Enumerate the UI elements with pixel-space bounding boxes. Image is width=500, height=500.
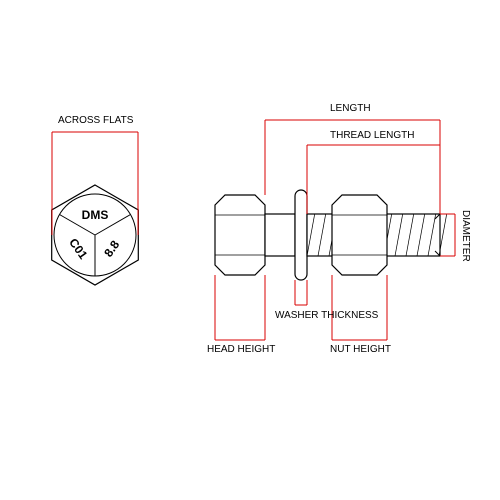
- label-nut-height: NUT HEIGHT: [330, 344, 391, 355]
- label-across-flats: ACROSS FLATS: [58, 115, 133, 126]
- label-diameter: DIAMETER: [460, 210, 471, 262]
- bolt-shank: [265, 214, 295, 256]
- bolt-head-side: [215, 195, 265, 275]
- label-thread-length: THREAD LENGTH: [330, 130, 414, 141]
- label-head-height: HEAD HEIGHT: [207, 344, 275, 355]
- label-length: LENGTH: [330, 103, 371, 114]
- washer: [295, 190, 307, 280]
- label-washer-thickness: WASHER THICKNESS: [275, 310, 378, 321]
- nut-side: [332, 195, 387, 275]
- marking-top: DMS: [82, 208, 109, 222]
